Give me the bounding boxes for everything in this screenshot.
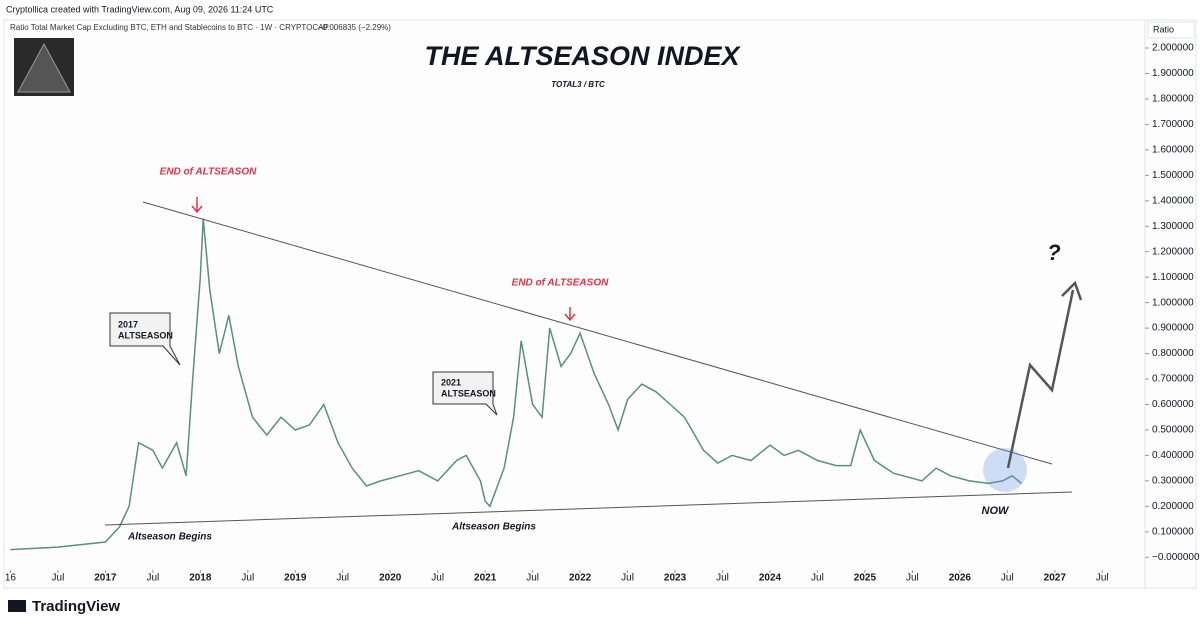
annotation: Altseason Begins — [451, 522, 536, 533]
annotation: ? — [1047, 240, 1060, 265]
x-tick-label: Jul — [621, 573, 634, 584]
series-line — [10, 218, 1023, 551]
x-tick-label: 2027 — [1044, 573, 1067, 584]
annotation: 2021 — [441, 377, 461, 387]
annotation: ALTSEASON — [118, 330, 173, 340]
trend-line-upper — [142, 201, 1053, 465]
x-tick-label: 2022 — [569, 573, 592, 584]
annotation: END of ALTSEASON — [512, 278, 609, 289]
x-tick-label: 2024 — [759, 573, 782, 584]
annotation: Altseason Begins — [127, 532, 212, 543]
x-tick-label: 2017 — [94, 573, 117, 584]
trend-line-lower — [104, 491, 1073, 526]
x-tick-label: Jul — [1001, 573, 1014, 584]
x-tick-label: 2020 — [379, 573, 402, 584]
y-tick-label: 1.700000 — [1152, 119, 1194, 130]
callout — [432, 371, 498, 416]
y-tick-label: 0.500000 — [1152, 425, 1194, 436]
y-tick-label: 2.000000 — [1152, 43, 1194, 54]
y-tick-label: 0.900000 — [1152, 323, 1194, 334]
x-tick-label: 2025 — [854, 573, 877, 584]
annotation: 2017 — [118, 319, 138, 329]
logo-mark — [17, 42, 71, 93]
y-tick-label: 0.600000 — [1152, 399, 1194, 410]
callout — [109, 312, 181, 366]
y-tick-label: 0.300000 — [1152, 476, 1194, 487]
red-arrow — [564, 307, 576, 322]
symbol: Ratio Total Market Cap Excluding BTC, ET… — [10, 23, 329, 32]
annotation: NOW — [982, 505, 1011, 517]
y-tick-label: 0.100000 — [1152, 526, 1194, 537]
brand-logo — [8, 600, 26, 612]
y-tick-label: 1.100000 — [1152, 272, 1194, 283]
chart-title: THE ALTSEASON INDEX — [424, 41, 741, 71]
y-tick-label: −0.000000 — [1152, 552, 1200, 563]
x-tick-label: 16 — [5, 573, 17, 584]
change: −0.006835 (−2.29%) — [318, 23, 391, 32]
x-tick-label: Jul — [526, 573, 539, 584]
projection-arrow — [1006, 289, 1075, 469]
y-tick-label: 1.300000 — [1152, 221, 1194, 232]
now-highlight — [983, 448, 1027, 492]
chart-subtitle: TOTAL3 / BTC — [551, 80, 605, 89]
x-tick-label: Jul — [146, 573, 159, 584]
x-tick-label: 2026 — [949, 573, 972, 584]
credit: Cryptollica created with TradingView.com… — [6, 4, 274, 14]
y-tick-label: 1.900000 — [1152, 68, 1194, 79]
scale-badge — [1147, 21, 1195, 39]
annotation: END of ALTSEASON — [160, 167, 257, 178]
y-tick-label: 0.700000 — [1152, 374, 1194, 385]
x-tick-label: Jul — [431, 573, 444, 584]
x-tick-label: Jul — [906, 573, 919, 584]
x-tick-label: Jul — [716, 573, 729, 584]
x-tick-label: Jul — [1096, 573, 1109, 584]
scale-label: Ratio — [1153, 24, 1174, 34]
brand: TradingView — [32, 598, 120, 615]
y-tick-label: 1.500000 — [1152, 170, 1194, 181]
x-tick-label: Jul — [336, 573, 349, 584]
arrow-head — [1061, 280, 1083, 301]
x-tick-label: Jul — [52, 573, 65, 584]
y-tick-label: 0.800000 — [1152, 348, 1194, 359]
y-tick-label: 1.200000 — [1152, 246, 1194, 257]
y-tick-label: 0.400000 — [1152, 450, 1194, 461]
x-tick-label: Jul — [811, 573, 824, 584]
x-tick-label: Jul — [241, 573, 254, 584]
y-tick-label: 1.600000 — [1152, 145, 1194, 156]
red-arrow — [191, 197, 203, 214]
x-tick-label: 2018 — [189, 573, 212, 584]
y-tick-label: 1.400000 — [1152, 195, 1194, 206]
x-tick-label: 2023 — [664, 573, 687, 584]
y-tick-label: 0.200000 — [1152, 501, 1194, 512]
x-tick-label: 2019 — [284, 573, 307, 584]
annotation: ALTSEASON — [441, 388, 496, 398]
plot: −0.000000 0.100000 0.200000 0.300000 0.40000… — [5, 43, 1200, 584]
x-tick-label: 2021 — [474, 573, 497, 584]
y-tick-label: 1.800000 — [1152, 94, 1194, 105]
chart-frame — [3, 19, 1197, 589]
y-tick-label: 1.000000 — [1152, 297, 1194, 308]
